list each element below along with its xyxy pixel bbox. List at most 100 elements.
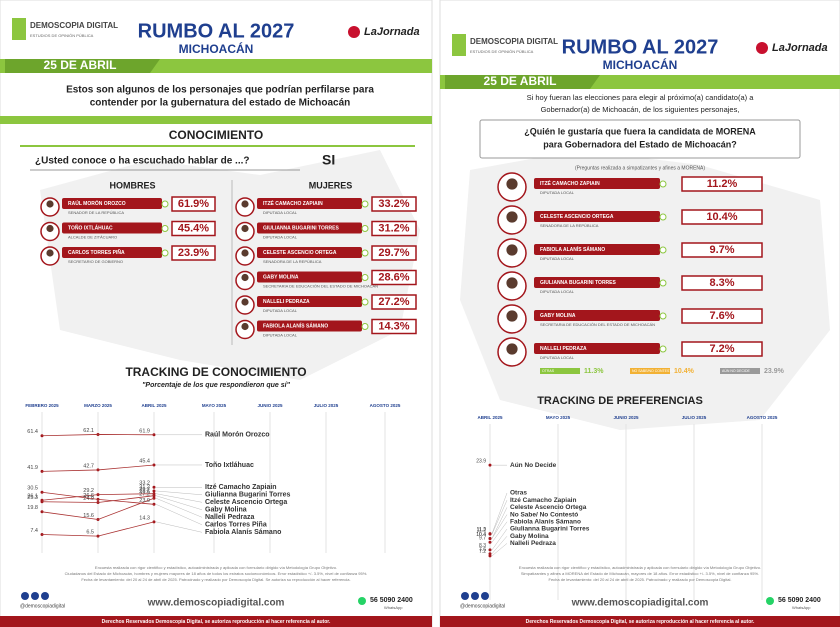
section-bar xyxy=(0,116,432,124)
point-label: 8.3 xyxy=(479,543,486,549)
question: ¿Quién le gustaría que fuera la candidat… xyxy=(524,126,756,136)
intro: contender por la gubernatura del estado … xyxy=(90,98,351,109)
point xyxy=(488,532,492,536)
avatar-head xyxy=(506,277,518,289)
point xyxy=(152,485,156,489)
leader xyxy=(491,500,508,535)
point-label: 62.1 xyxy=(83,428,94,434)
arrow-icon xyxy=(659,246,667,254)
leader xyxy=(491,514,508,539)
name-bar xyxy=(534,178,660,189)
month-label: FEBRERO 2025 xyxy=(25,403,59,408)
candidate-name: GABY MOLINA xyxy=(263,274,299,280)
footnote: Fecha de levantamiento: del 20 al 24 de … xyxy=(549,577,732,582)
candidate-name: GIULIANNA BUGARINI TORRES xyxy=(263,225,340,231)
candidate-role: SECRETARIO DE GOBIERNO xyxy=(68,259,123,264)
partner-logo xyxy=(756,42,768,54)
whatsapp: WhatsApp xyxy=(792,605,811,610)
date-tab xyxy=(5,59,160,73)
candidate-name: CELESTE ASCENCIO ORTEGA xyxy=(540,214,614,220)
candidate-value: 9.7% xyxy=(709,244,734,256)
point xyxy=(488,463,492,467)
brand: DEMOSCOPIA DIGITAL xyxy=(470,37,558,46)
intro: Gobernador(a) de Michoacán, de los sigui… xyxy=(541,105,740,114)
tracking-subtitle: "Porcentaje de los que respondieron que … xyxy=(142,382,291,389)
arrow-icon xyxy=(659,213,667,221)
value-box xyxy=(681,308,763,324)
arrow-icon xyxy=(361,200,369,208)
footnote: Ciudadanos del Estado de Michoacán, homb… xyxy=(65,571,368,576)
legend-swatch xyxy=(720,368,760,374)
point-label: 29.2 xyxy=(83,488,94,494)
arrow-icon xyxy=(161,200,169,208)
point-label: 42.7 xyxy=(83,463,94,469)
point-label: 26.1 xyxy=(27,494,38,500)
group-label: HOMBRES xyxy=(109,180,155,190)
tracking-title: TRACKING DE PREFERENCIAS xyxy=(537,395,703,407)
leader xyxy=(155,493,203,503)
series-line xyxy=(41,493,155,501)
legend-value: 11.3% xyxy=(584,368,604,375)
avatar-head xyxy=(241,298,249,306)
candidate-name: NALLELI PEDRAZA xyxy=(540,346,587,352)
answer: SI xyxy=(322,152,335,168)
point xyxy=(488,536,492,540)
candidate-value: 33.2% xyxy=(378,198,409,210)
series-name: Carlos Torres Piña xyxy=(205,522,267,529)
point-label: 14.3 xyxy=(139,515,150,521)
series-name: No Sabe/ No Contestó xyxy=(510,511,578,518)
candidate-name: CARLOS TORRES PIÑA xyxy=(68,249,125,256)
leader xyxy=(491,507,508,539)
name-bar xyxy=(534,244,660,255)
candidate-value: 23.9% xyxy=(178,247,209,259)
month-label: JUNIO 2025 xyxy=(613,415,639,420)
arrow-icon xyxy=(659,279,667,287)
series-line xyxy=(41,495,155,503)
point-label: 27.2 xyxy=(139,492,150,498)
candidate-name: GIULIANNA BUGARINI TORRES xyxy=(540,280,617,286)
avatar-head xyxy=(506,211,518,223)
social: @demoscopiadigital xyxy=(20,603,65,609)
intro: Si hoy fueran las elecciones para elegir… xyxy=(527,93,755,102)
candidate-name: ITZÉ CAMACHO ZAPIAIN xyxy=(263,199,323,207)
point xyxy=(488,548,492,552)
rights: Derechos Reservados Demoscopia Digital, … xyxy=(102,619,331,625)
value-box xyxy=(681,275,763,291)
avatar-head xyxy=(241,273,249,282)
candidate-name: CELESTE ASCENCIO ORTEGA xyxy=(263,250,337,256)
legend-swatch xyxy=(630,368,670,374)
avatar-head xyxy=(506,178,518,190)
title: RUMBO AL 2027 xyxy=(138,20,295,42)
month-label: AGOSTO 2025 xyxy=(747,415,778,420)
arrow-icon xyxy=(361,298,369,306)
partner: LaJornada xyxy=(364,26,420,38)
name-bar xyxy=(257,296,362,307)
arrow-icon xyxy=(659,345,667,353)
candidate-value: 8.3% xyxy=(709,277,734,289)
series-line xyxy=(41,434,155,437)
candidate-role: DIPUTADA LOCAL xyxy=(540,190,575,195)
value-box xyxy=(681,341,763,357)
point-label: 15.6 xyxy=(83,513,94,519)
point-label: 7.2 xyxy=(479,549,486,555)
value-box xyxy=(171,245,216,261)
subtitle: MICHOACÁN xyxy=(179,41,254,56)
arrow-icon xyxy=(161,225,169,232)
rights-bar xyxy=(0,616,432,627)
avatar-head xyxy=(241,224,249,233)
candidate-role: SENADORA DE LA REPÚBLICA xyxy=(540,223,599,228)
leader xyxy=(491,528,508,551)
candidate-value: 11.2% xyxy=(707,178,738,190)
intro: Estos son algunos de los personajes que … xyxy=(66,85,374,96)
avatar-head xyxy=(506,343,518,355)
section-title: CONOCIMIENTO xyxy=(169,128,263,142)
date-tab xyxy=(445,75,600,89)
month-label: ABRIL 2025 xyxy=(478,415,503,420)
title: RUMBO AL 2027 xyxy=(562,36,719,58)
series-line xyxy=(41,521,155,537)
candidate-role: DIPUTADA LOCAL xyxy=(263,308,298,313)
point-label: 26.6 xyxy=(83,493,94,499)
series-line xyxy=(41,464,155,472)
avatar-head xyxy=(46,200,54,208)
